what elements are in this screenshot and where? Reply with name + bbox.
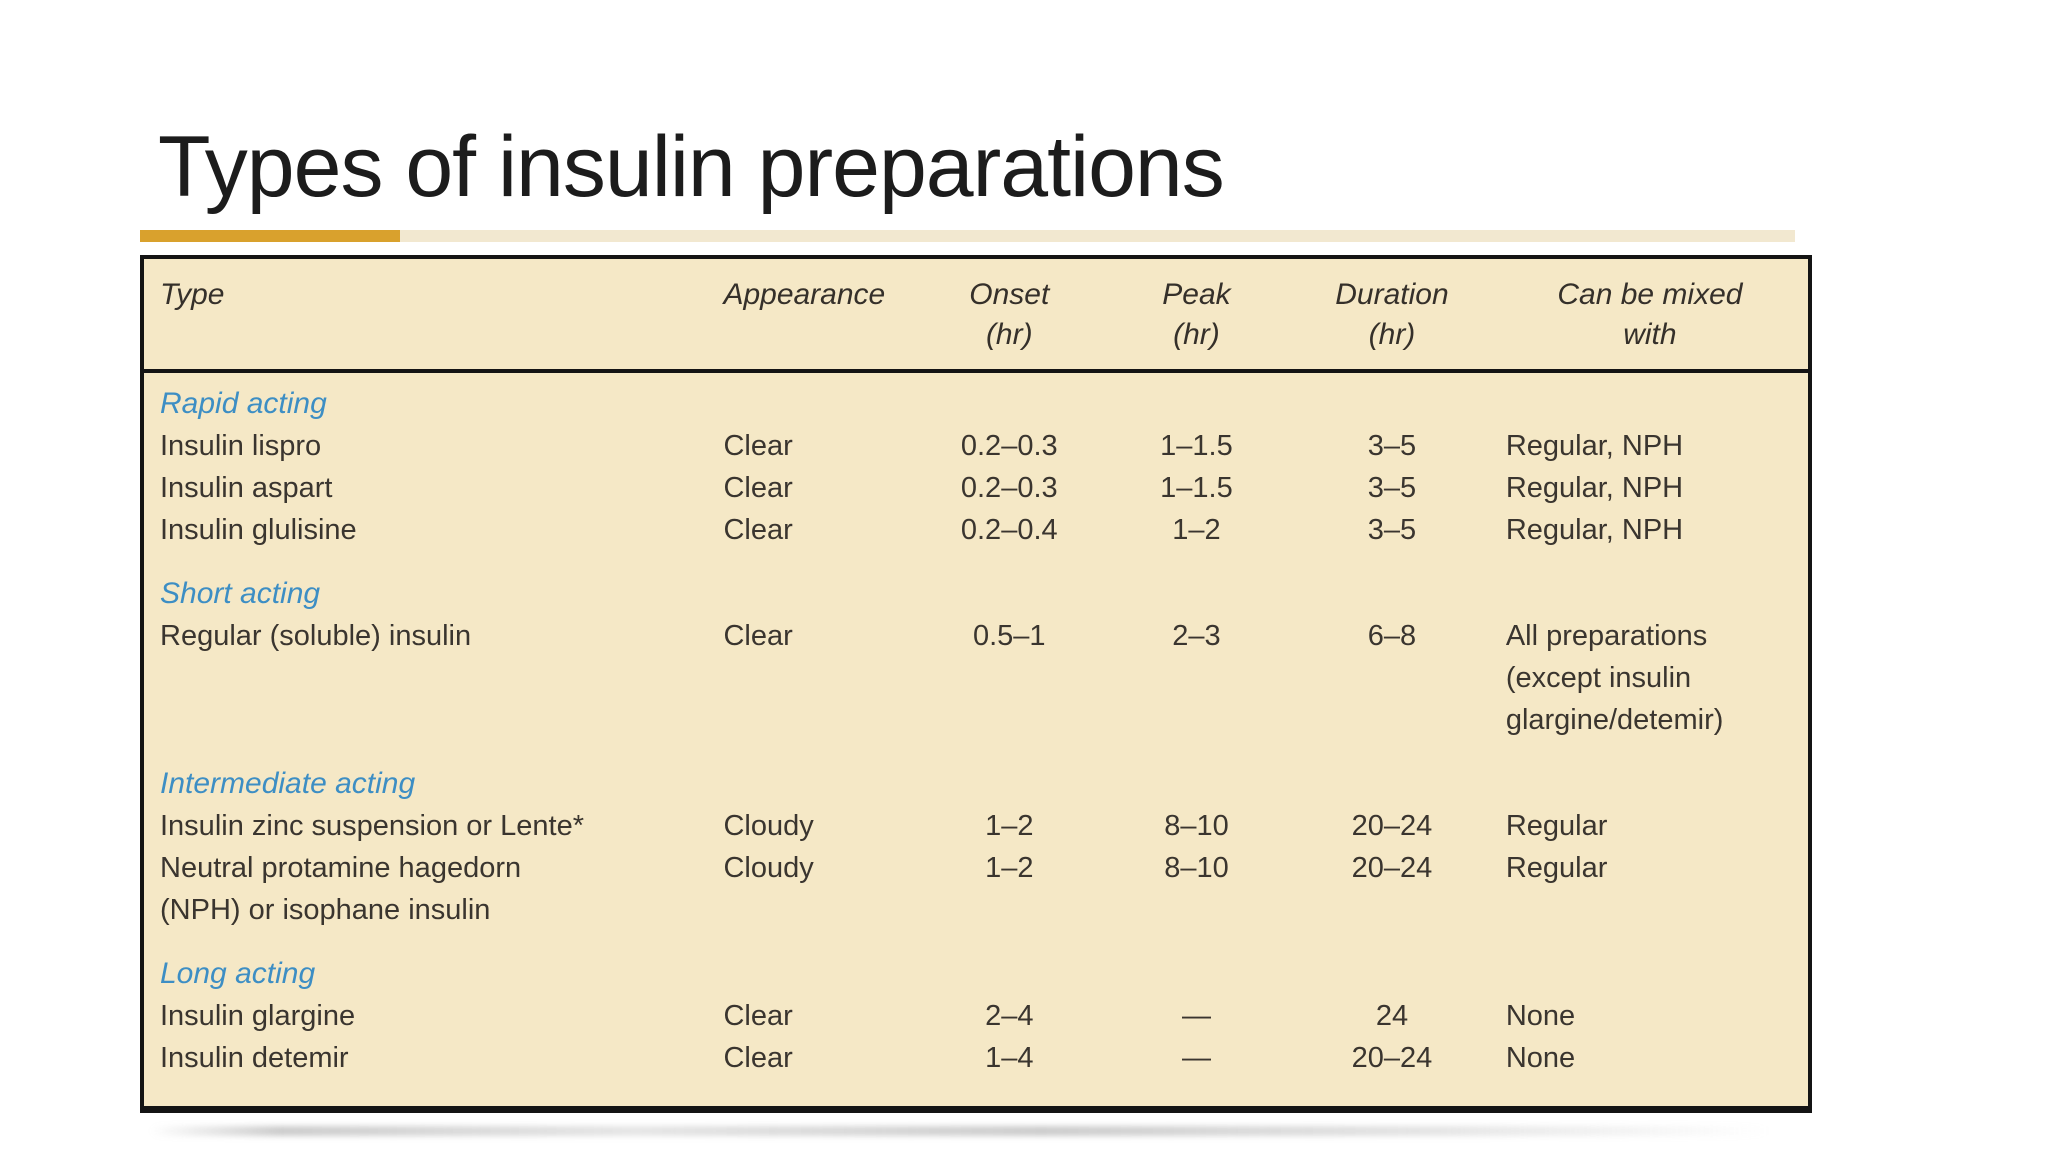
cell-appearance: Clear xyxy=(723,472,793,504)
section-heading-row: Rapid acting xyxy=(144,371,1808,425)
section-heading-row: Long acting xyxy=(144,931,1808,995)
cell-onset: 0.5–1 xyxy=(972,620,1046,652)
cell-can-be-mixed-with: Regular xyxy=(1505,852,1608,884)
title-accent-bar xyxy=(140,230,400,242)
cell-peak: 1–2 xyxy=(1172,514,1221,546)
cell-can-be-mixed-with: Regular xyxy=(1505,810,1608,842)
cell-peak: 1–1.5 xyxy=(1160,430,1233,462)
section-heading-row: Intermediate acting xyxy=(144,741,1808,805)
cell-peak: — xyxy=(1181,1000,1211,1032)
cell-can-be-mixed-with: None xyxy=(1505,1000,1576,1032)
column-header-appearance: Appearance xyxy=(701,259,918,373)
cell-can-be-mixed-with: All preparations (except insulin glargin… xyxy=(1505,620,1724,736)
table-row: Neutral protamine hagedorn (NPH) or isop… xyxy=(144,847,1808,931)
cell-type: Insulin lispro xyxy=(160,430,322,462)
cell-duration: 6–8 xyxy=(1367,620,1417,652)
table-row: Insulin zinc suspension or Lente* Cloudy… xyxy=(144,805,1808,847)
cell-onset: 1–2 xyxy=(985,810,1034,842)
cell-appearance: Clear xyxy=(723,1000,793,1032)
cell-duration: 24 xyxy=(1375,1000,1409,1032)
table-section: Intermediate acting Insulin zinc suspens… xyxy=(144,741,1808,931)
page-title: Types of insulin preparations xyxy=(158,119,1225,215)
table-row: Insulin lispro Clear 0.2–0.3 1–1.5 3–5 R… xyxy=(144,425,1808,467)
table-row: Insulin detemir Clear 1–4 — 20–24 None xyxy=(144,1037,1808,1079)
section-heading-label: Long acting xyxy=(160,957,316,990)
cell-onset: 0.2–0.3 xyxy=(960,430,1058,462)
table-row: Insulin glargine Clear 2–4 — 24 None xyxy=(144,995,1808,1037)
cell-type: Insulin zinc suspension or Lente* xyxy=(160,810,584,842)
cell-duration: 3–5 xyxy=(1367,514,1417,546)
cell-can-be-mixed-with: Regular, NPH xyxy=(1505,472,1684,504)
column-sublabel: (hr) xyxy=(985,318,1033,351)
section-heading-label: Short acting xyxy=(160,577,321,610)
column-header-type: Type xyxy=(144,259,702,373)
column-label: Duration xyxy=(1335,278,1449,311)
cell-duration: 20–24 xyxy=(1351,810,1433,842)
cell-type: Insulin glargine xyxy=(160,1000,356,1032)
cell-peak: 8–10 xyxy=(1164,852,1229,884)
column-header-can-be-mixed-with: Can be mixed with xyxy=(1491,259,1808,373)
cell-onset: 1–4 xyxy=(985,1042,1034,1074)
cell-onset: 2–4 xyxy=(985,1000,1034,1032)
cell-appearance: Clear xyxy=(723,1042,793,1074)
column-header-peak: Peak (hr) xyxy=(1100,259,1293,373)
column-label: Can be mixed xyxy=(1557,278,1743,311)
cell-onset: 1–2 xyxy=(985,852,1034,884)
cell-duration: 20–24 xyxy=(1351,852,1433,884)
cell-appearance: Cloudy xyxy=(723,810,814,842)
cell-type: Regular (soluble) insulin xyxy=(160,620,472,652)
column-sublabel: (hr) xyxy=(1173,318,1220,351)
cell-type: Insulin aspart xyxy=(160,472,333,504)
cell-onset: 0.2–0.3 xyxy=(960,472,1058,504)
cell-can-be-mixed-with: None xyxy=(1505,1042,1576,1074)
cell-can-be-mixed-with: Regular, NPH xyxy=(1505,514,1684,546)
table-section: Short acting Regular (soluble) insulin C… xyxy=(144,551,1808,741)
section-heading-label: Intermediate acting xyxy=(160,767,416,800)
cell-appearance: Clear xyxy=(723,514,793,546)
cell-duration: 20–24 xyxy=(1351,1042,1433,1074)
table-section: Rapid acting Insulin lispro Clear 0.2–0.… xyxy=(144,371,1808,551)
cell-onset: 0.2–0.4 xyxy=(960,514,1058,546)
cell-peak: — xyxy=(1181,1042,1211,1074)
cell-appearance: Cloudy xyxy=(723,852,814,884)
cell-appearance: Clear xyxy=(723,430,793,462)
cell-type: Insulin detemir xyxy=(160,1042,349,1074)
cell-peak: 2–3 xyxy=(1172,620,1221,652)
table-header: Type Appearance Onset (hr) Peak (hr) xyxy=(144,259,1808,373)
table-section: Long acting Insulin glargine Clear 2–4 —… xyxy=(144,931,1808,1079)
table-row: Insulin glulisine Clear 0.2–0.4 1–2 3–5 … xyxy=(144,509,1808,551)
cell-duration: 3–5 xyxy=(1367,430,1417,462)
header-row: Type Appearance Onset (hr) Peak (hr) xyxy=(144,259,1808,373)
scan-artifact-smudge xyxy=(150,1126,1770,1136)
section-heading-row: Short acting xyxy=(144,551,1808,615)
cell-peak: 1–1.5 xyxy=(1160,472,1233,504)
column-label: Onset xyxy=(969,278,1050,311)
column-label: Type xyxy=(160,278,225,311)
column-label: Appearance xyxy=(723,278,886,311)
column-header-duration: Duration (hr) xyxy=(1292,259,1492,373)
column-header-onset: Onset (hr) xyxy=(917,259,1101,373)
cell-duration: 3–5 xyxy=(1367,472,1417,504)
cell-can-be-mixed-with: Regular, NPH xyxy=(1505,430,1684,462)
insulin-table-frame: Type Appearance Onset (hr) Peak (hr) xyxy=(140,255,1812,1113)
column-sublabel: with xyxy=(1623,318,1677,351)
cell-type: Neutral protamine hagedorn (NPH) or isop… xyxy=(160,852,522,926)
column-sublabel: (hr) xyxy=(1368,318,1416,351)
insulin-table: Type Appearance Onset (hr) Peak (hr) xyxy=(144,259,1808,1079)
column-label: Peak xyxy=(1162,278,1231,311)
cell-peak: 8–10 xyxy=(1164,810,1229,842)
table-row: Insulin aspart Clear 0.2–0.3 1–1.5 3–5 R… xyxy=(144,467,1808,509)
table-row: Regular (soluble) insulin Clear 0.5–1 2–… xyxy=(144,615,1808,741)
section-heading-label: Rapid acting xyxy=(160,387,327,420)
cell-type: Insulin glulisine xyxy=(160,514,357,546)
cell-appearance: Clear xyxy=(723,620,793,652)
title-underline-rule xyxy=(140,230,1795,242)
